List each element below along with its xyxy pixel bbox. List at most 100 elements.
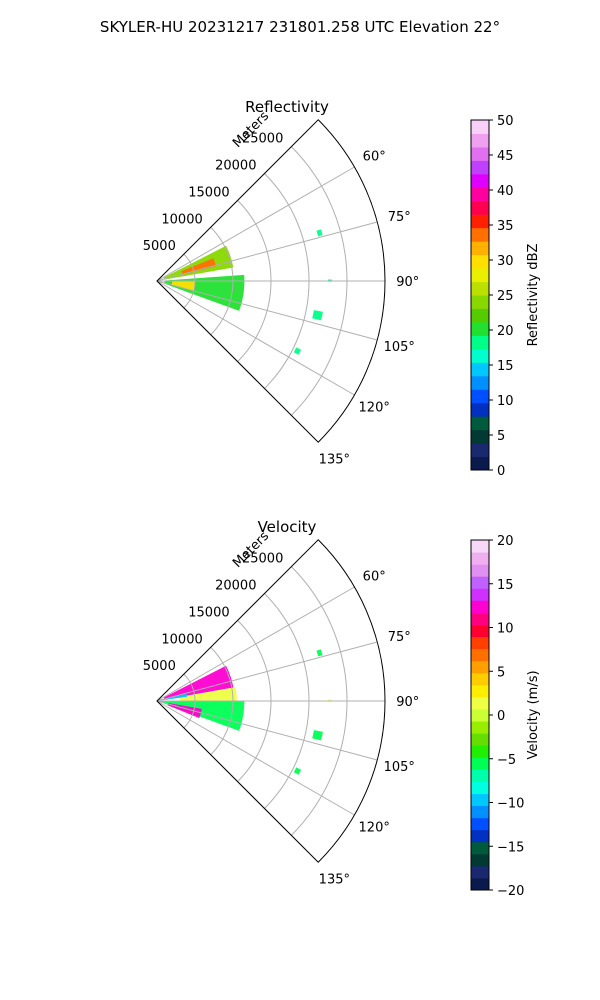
velocity-angle-tick-label-2: 90° — [396, 695, 419, 710]
velocity-colorbar-tick-label-4: 0 — [497, 709, 505, 724]
reflectivity-echo-region-2 — [181, 258, 216, 275]
reflectivity-echo-region-3 — [171, 281, 195, 291]
velocity-colorbar-tick-label-8: 20 — [497, 534, 514, 549]
velocity-colorbar-swatch-22 — [471, 612, 489, 625]
velocity-spoke-3 — [156, 700, 378, 761]
reflectivity-colorbar-tick-label-6: 30 — [497, 254, 514, 269]
velocity-colorbar-swatch-26 — [471, 564, 489, 577]
reflectivity-colorbar-swatch-11 — [471, 308, 489, 323]
velocity-colorbar-tick-label-3: −5 — [497, 753, 516, 768]
reflectivity-colorbar-swatch-1 — [471, 443, 489, 458]
velocity-spoke-4 — [156, 700, 355, 816]
velocity-echo-region-1 — [179, 687, 237, 701]
reflectivity-angle-tick-label-3: 105° — [384, 340, 415, 355]
reflectivity-colorbar-tick-label-5: 25 — [497, 289, 514, 304]
reflectivity-colorbar-tick-label-3: 15 — [497, 359, 514, 374]
velocity-colorbar-swatch-2 — [471, 853, 489, 867]
velocity-colorbar-swatch-5 — [471, 817, 489, 831]
reflectivity-colorbar-swatch-20 — [471, 187, 489, 202]
reflectivity-radial-tick-label-0: 5000 — [143, 239, 176, 254]
reflectivity-colorbar-swatch-4 — [471, 402, 489, 417]
velocity-colorbar-swatch-13 — [471, 721, 489, 734]
reflectivity-colorbar-swatch-23 — [471, 146, 489, 161]
reflectivity-colorbar-tick-label-1: 5 — [497, 429, 505, 444]
reflectivity-angle-tick-label-4: 120° — [359, 400, 390, 415]
reflectivity-angle-tick-label-1: 75° — [388, 210, 411, 225]
reflectivity-echo-region-0 — [163, 245, 234, 280]
reflectivity-colorbar-swatch-3 — [471, 416, 489, 431]
reflectivity-echo-region-4 — [316, 229, 323, 237]
velocity-title: Velocity — [258, 518, 317, 536]
velocity-echo-region-4 — [160, 693, 188, 701]
reflectivity-colorbar-swatch-14 — [471, 268, 489, 283]
reflectivity-colorbar-swatch-15 — [471, 254, 489, 269]
velocity-echo-region-7 — [312, 730, 323, 741]
reflectivity-colorbar-swatch-7 — [471, 362, 489, 377]
velocity-angle-tick-label-1: 75° — [388, 630, 411, 645]
velocity-colorbar-swatch-3 — [471, 841, 489, 855]
reflectivity-radial-tick-label-2: 15000 — [188, 185, 229, 200]
velocity-echo-region-8 — [293, 767, 302, 775]
velocity-colorbar-label: Velocity (m/s) — [526, 670, 541, 759]
velocity-colorbar-swatch-19 — [471, 648, 489, 662]
velocity-colorbar-swatch-1 — [471, 865, 489, 879]
reflectivity-colorbar-swatch-24 — [471, 133, 489, 148]
reflectivity-colorbar-tick-label-9: 45 — [497, 149, 514, 164]
reflectivity-radial-tick-label-3: 20000 — [215, 159, 256, 174]
reflectivity-colorbar-swatch-21 — [471, 173, 489, 188]
reflectivity-echo-region-7 — [293, 347, 302, 355]
reflectivity-colorbar-swatch-8 — [471, 348, 489, 363]
velocity-colorbar-swatch-20 — [471, 636, 489, 650]
velocity-colorbar-swatch-27 — [471, 552, 489, 565]
reflectivity-sector-frame — [156, 119, 386, 443]
velocity-colorbar-swatch-14 — [471, 708, 489, 722]
reflectivity-radial-tick-label-1: 10000 — [161, 212, 202, 227]
velocity-radial-tick-label-2: 15000 — [188, 605, 229, 620]
reflectivity-spoke-3 — [156, 280, 378, 341]
velocity-colorbar-swatch-24 — [471, 588, 489, 601]
velocity-colorbar-swatch-25 — [471, 576, 489, 589]
reflectivity-colorbar-swatch-13 — [471, 281, 489, 296]
reflectivity-colorbar-swatch-6 — [471, 375, 489, 390]
reflectivity-colorbar-swatch-17 — [471, 227, 489, 242]
reflectivity-colorbar-swatch-5 — [471, 389, 489, 404]
velocity-radial-tick-label-3: 20000 — [215, 579, 256, 594]
velocity-colorbar-swatch-10 — [471, 757, 489, 770]
velocity-angle-tick-label-5: 135° — [319, 872, 350, 887]
velocity-angle-tick-label-3: 105° — [384, 760, 415, 775]
velocity-spoke-1 — [156, 641, 378, 702]
reflectivity-colorbar-tick-label-10: 50 — [497, 114, 514, 129]
reflectivity-colorbar-tick-label-4: 20 — [497, 324, 514, 339]
reflectivity-colorbar-swatch-19 — [471, 200, 489, 215]
velocity-colorbar-swatch-4 — [471, 829, 489, 843]
velocity-colorbar-swatch-9 — [471, 769, 489, 782]
velocity-colorbar-swatch-8 — [471, 781, 489, 794]
velocity-colorbar-tick-label-0: −20 — [497, 884, 524, 899]
reflectivity-colorbar-tick-label-8: 40 — [497, 184, 514, 199]
velocity-echo-region-5 — [316, 649, 323, 657]
reflectivity-colorbar-swatch-12 — [471, 295, 489, 309]
reflectivity-spoke-1 — [156, 221, 378, 282]
velocity-angle-tick-label-0: 60° — [363, 570, 386, 585]
velocity-colorbar-tick-label-1: −15 — [497, 840, 524, 855]
reflectivity-colorbar-swatch-25 — [471, 120, 489, 134]
reflectivity-panel: Reflectivity500010000150002000025000Mete… — [143, 98, 541, 479]
velocity-radial-tick-label-0: 5000 — [143, 659, 176, 674]
velocity-colorbar-swatch-6 — [471, 805, 489, 819]
velocity-colorbar-swatch-17 — [471, 672, 489, 686]
reflectivity-colorbar-swatch-22 — [471, 160, 489, 175]
reflectivity-angle-tick-label-0: 60° — [363, 150, 386, 165]
reflectivity-colorbar-tick-label-7: 35 — [497, 219, 514, 234]
reflectivity-colorbar-swatch-2 — [471, 429, 489, 444]
velocity-colorbar-tick-label-7: 15 — [497, 578, 514, 593]
velocity-colorbar-swatch-21 — [471, 624, 489, 638]
reflectivity-echo-region-6 — [312, 310, 323, 321]
velocity-radial-tick-label-1: 10000 — [161, 632, 202, 647]
figure-suptitle: SKYLER-HU 20231217 231801.258 UTC Elevat… — [100, 18, 500, 36]
reflectivity-colorbar-label: Reflectivity dBZ — [526, 244, 541, 347]
velocity-colorbar-tick-label-2: −10 — [497, 797, 524, 812]
velocity-angle-tick-label-4: 120° — [359, 820, 390, 835]
reflectivity-colorbar-swatch-9 — [471, 335, 489, 350]
velocity-colorbar-tick-label-6: 10 — [497, 622, 514, 637]
reflectivity-angle-tick-label-2: 90° — [396, 275, 419, 290]
